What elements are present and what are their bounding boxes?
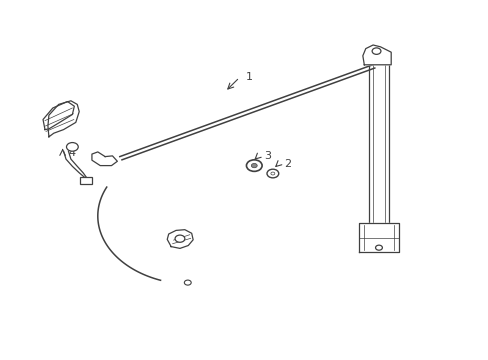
Text: 2: 2	[284, 159, 291, 169]
Polygon shape	[362, 45, 390, 65]
Bar	[80, 177, 92, 184]
Circle shape	[184, 280, 191, 285]
Circle shape	[371, 48, 380, 54]
Polygon shape	[167, 230, 193, 248]
Circle shape	[251, 163, 257, 168]
Circle shape	[266, 169, 278, 178]
Circle shape	[246, 160, 262, 171]
Text: 3: 3	[264, 151, 270, 161]
Circle shape	[66, 143, 78, 151]
Polygon shape	[48, 101, 79, 137]
Text: 4: 4	[68, 148, 76, 158]
Circle shape	[270, 172, 274, 175]
Circle shape	[175, 235, 184, 242]
Text: 1: 1	[245, 72, 252, 82]
Polygon shape	[92, 152, 117, 166]
Circle shape	[375, 245, 382, 250]
Polygon shape	[43, 102, 74, 130]
Polygon shape	[359, 223, 398, 252]
